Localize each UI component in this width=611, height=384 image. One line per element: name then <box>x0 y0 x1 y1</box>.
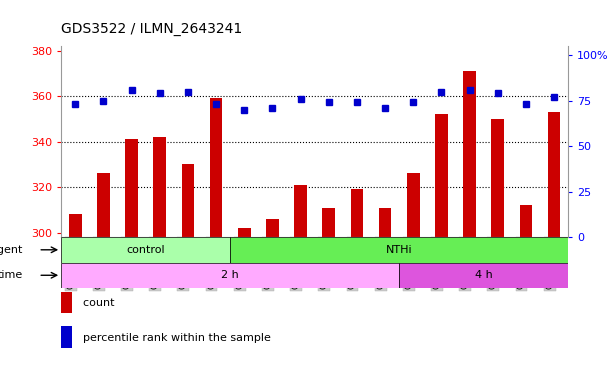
Text: 4 h: 4 h <box>475 270 492 280</box>
Bar <box>210 98 222 237</box>
Text: agent: agent <box>0 245 23 255</box>
Bar <box>491 119 504 237</box>
Bar <box>125 139 138 237</box>
Text: 2 h: 2 h <box>221 270 239 280</box>
Text: count: count <box>76 298 114 308</box>
Text: NTHi: NTHi <box>386 245 412 255</box>
Bar <box>379 207 392 237</box>
Bar <box>153 137 166 237</box>
Text: control: control <box>126 245 165 255</box>
Bar <box>266 219 279 237</box>
Bar <box>463 71 476 237</box>
Bar <box>238 228 251 237</box>
Bar <box>61 263 399 288</box>
Bar <box>61 237 230 263</box>
Bar <box>435 114 448 237</box>
Bar <box>548 112 560 237</box>
Bar <box>519 205 532 237</box>
Bar <box>407 174 420 237</box>
Bar <box>69 214 81 237</box>
Bar <box>323 207 335 237</box>
Bar <box>181 164 194 237</box>
Text: GDS3522 / ILMN_2643241: GDS3522 / ILMN_2643241 <box>61 23 243 36</box>
Bar <box>230 237 568 263</box>
Text: percentile rank within the sample: percentile rank within the sample <box>76 333 271 343</box>
Bar <box>295 185 307 237</box>
Bar <box>351 189 364 237</box>
Bar <box>399 263 568 288</box>
Text: time: time <box>0 270 23 280</box>
Bar <box>97 174 110 237</box>
